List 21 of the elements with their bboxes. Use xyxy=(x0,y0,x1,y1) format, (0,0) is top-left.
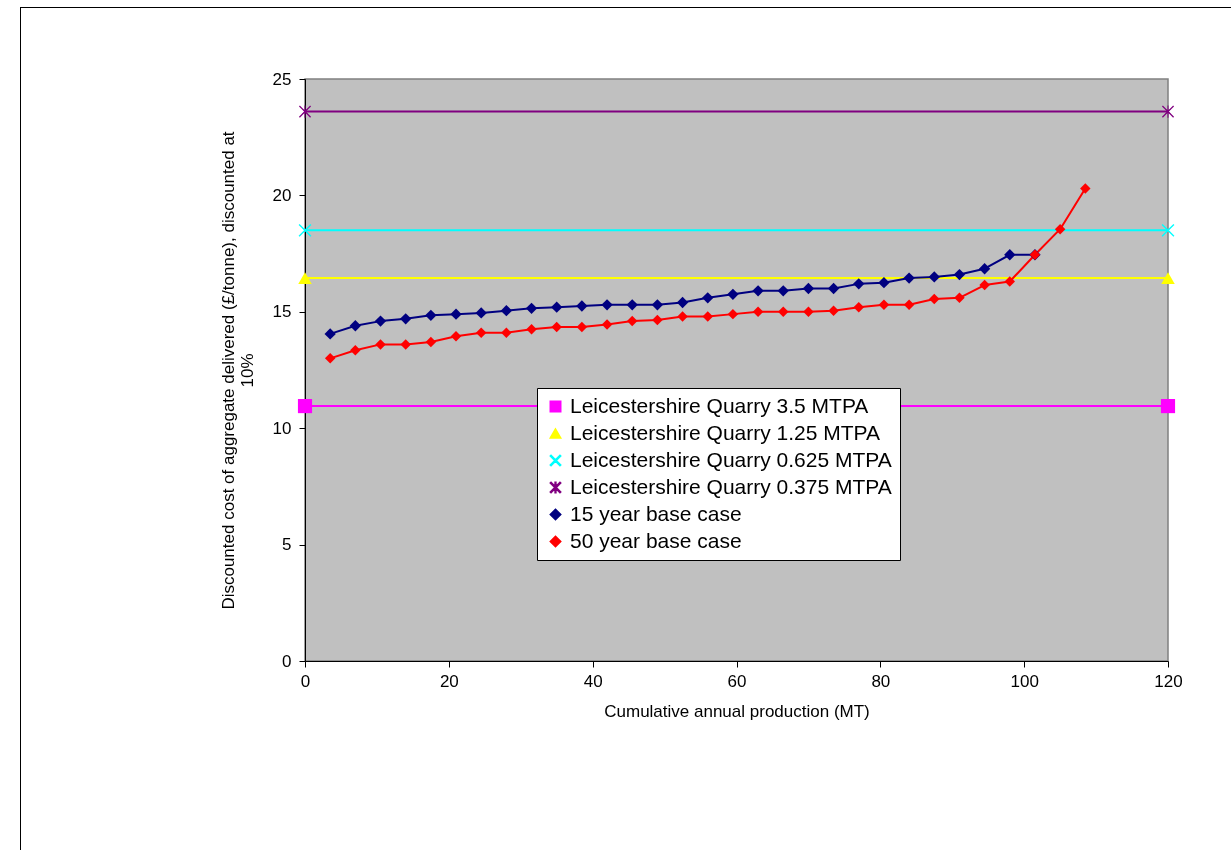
legend-label: 50 year base case xyxy=(570,528,742,552)
x-tick-label: 40 xyxy=(583,671,603,691)
x-tick-label: 60 xyxy=(727,671,747,691)
y-axis-title: Discounted cost of aggregate delivered (£/tonne), discounted at 10% xyxy=(218,131,257,610)
y-tick-label: 20 xyxy=(272,185,292,205)
y-tick-label: 10 xyxy=(272,418,292,438)
x-tick-label: 80 xyxy=(871,671,891,691)
x-tick-label: 120 xyxy=(1154,671,1183,691)
legend-label: Leicestershire Quarry 0.375 MTPA xyxy=(570,474,892,498)
x-tick-label: 20 xyxy=(439,671,459,691)
y-tick-label: 0 xyxy=(282,651,292,671)
legend-label: Leicestershire Quarry 1.25 MTPA xyxy=(570,420,881,444)
legend-label: Leicestershire Quarry 0.625 MTPA xyxy=(570,447,892,471)
y-tick-label: 25 xyxy=(272,69,292,89)
x-axis-title: Cumulative annual production (MT) xyxy=(604,701,870,721)
x-tick-label: 100 xyxy=(1010,671,1039,691)
y-tick-label: 15 xyxy=(272,302,292,322)
legend-label: Leicestershire Quarry 3.5 MTPA xyxy=(570,393,869,417)
legend-label: 15 year base case xyxy=(570,501,742,525)
y-tick-label: 5 xyxy=(282,535,292,555)
x-tick-label: 0 xyxy=(300,671,311,691)
